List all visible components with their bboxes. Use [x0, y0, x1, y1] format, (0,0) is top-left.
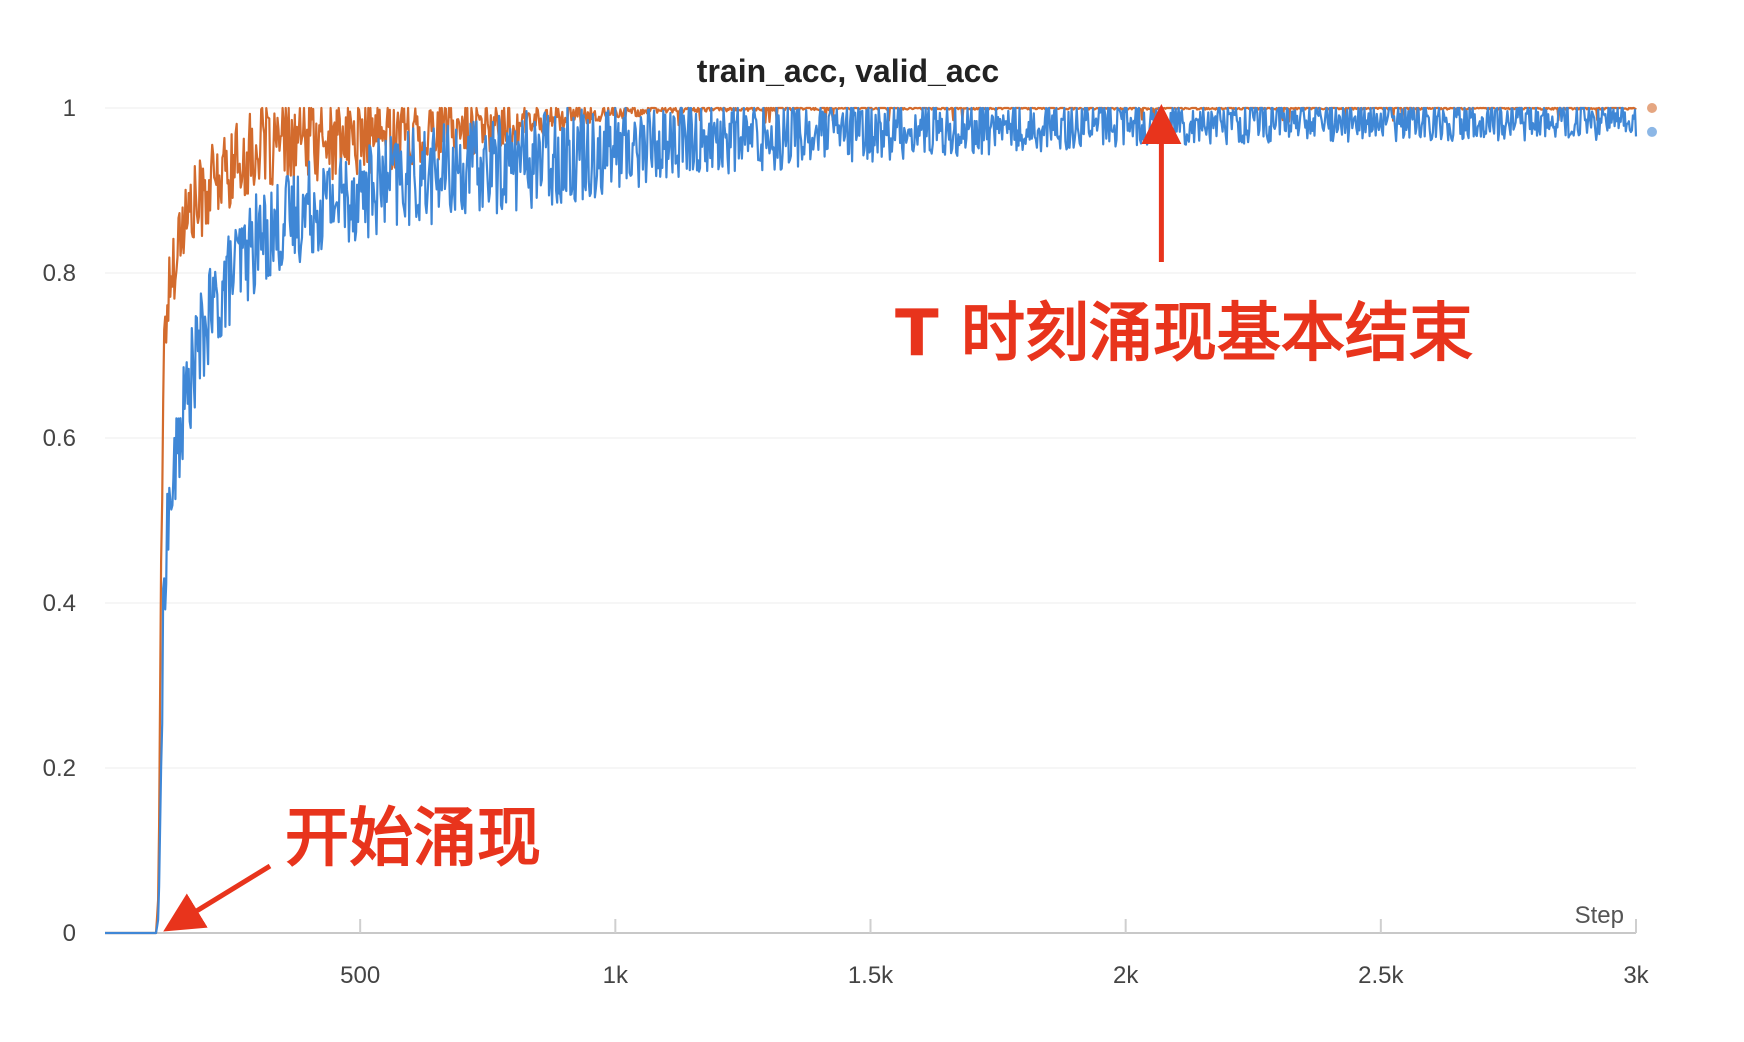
chart-title: train_acc, valid_acc — [697, 53, 999, 89]
annotation-label: 开始涌现 — [285, 802, 541, 876]
y-tick-label: 0.2 — [43, 755, 76, 782]
y-tick-label: 1 — [63, 95, 76, 122]
y-tick-label: 0.4 — [43, 590, 76, 617]
x-tick-label: 3k — [1623, 962, 1649, 989]
series-layer — [104, 103, 1657, 935]
x-tick-label: 2.5k — [1358, 962, 1404, 989]
y-tick-label: 0.8 — [43, 260, 76, 287]
annotations: 开始涌现 T 时刻涌现基本结束 — [163, 104, 1473, 932]
x-tick-label: 2k — [1113, 962, 1139, 989]
annotation-label: T 时刻涌现基本结束 — [895, 297, 1473, 371]
series-line — [104, 106, 1637, 935]
series-end-dot — [1647, 126, 1657, 137]
x-tick-label: 500 — [340, 962, 380, 989]
annotation-arrow — [163, 863, 272, 932]
y-tick-label: 0.6 — [43, 425, 76, 452]
x-tick-label: 1.5k — [848, 962, 894, 989]
x-axis-label: Step — [1575, 902, 1624, 929]
series-line — [104, 106, 1638, 935]
y-tick-label: 0 — [63, 920, 76, 947]
x-tick-label: 1k — [603, 962, 629, 989]
series-end-dot — [1647, 103, 1657, 113]
x-axis: 500 1k 1.5k 2k 2.5k 3k — [340, 919, 1650, 989]
y-axis: 0 0.2 0.4 0.6 0.8 1 — [43, 95, 76, 947]
